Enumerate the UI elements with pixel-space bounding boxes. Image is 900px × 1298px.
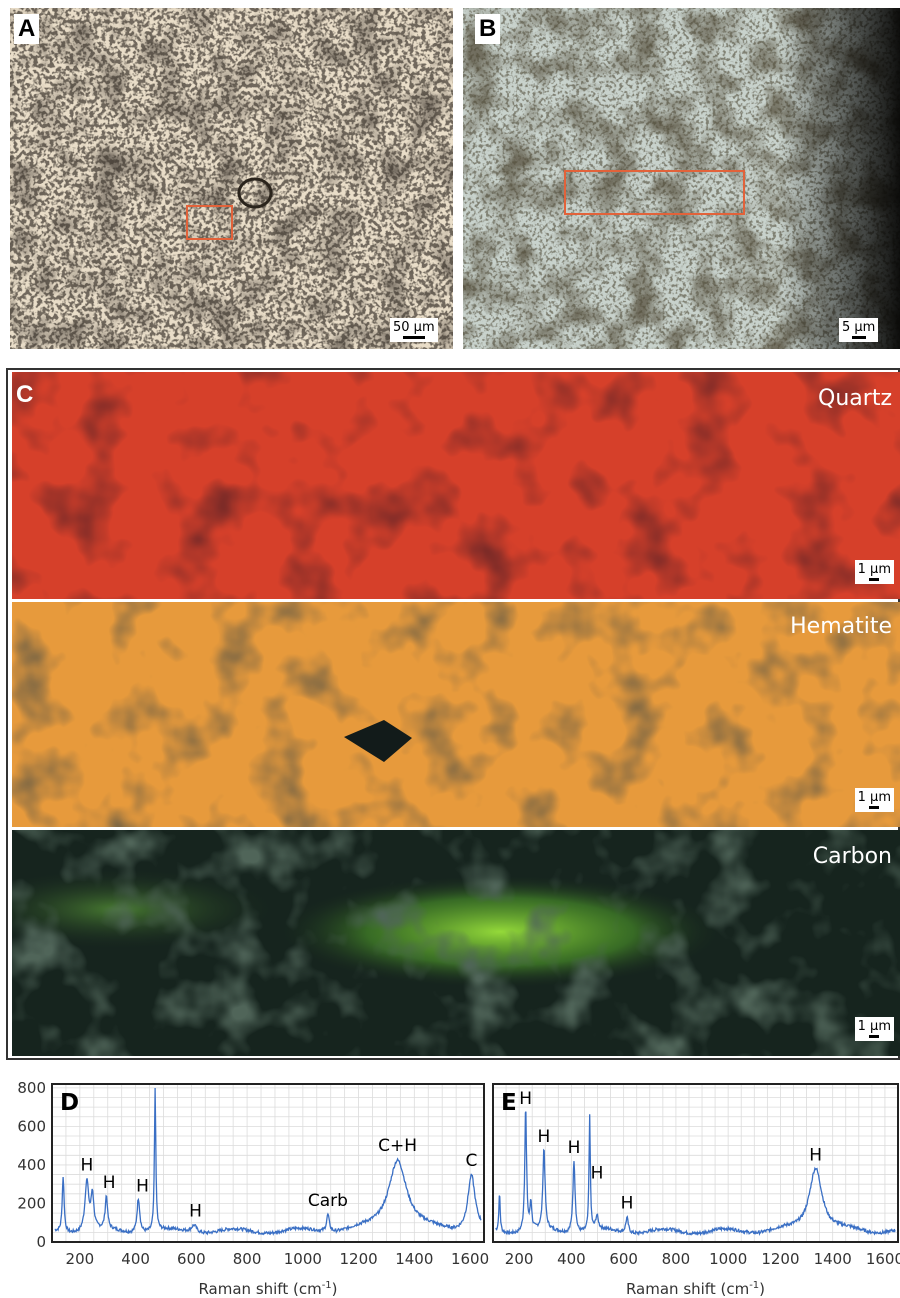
x-tick-e-3: 800 [662, 1250, 691, 1268]
quartz-map-scale-text: 1 µm [857, 562, 891, 577]
x-axis-label-e: Raman shift (cm-1) [626, 1280, 765, 1298]
y-tick-d-4: 0 [36, 1233, 46, 1251]
panel-a-image [10, 8, 453, 349]
panel-a-micrograph: A 50 µm [10, 8, 453, 349]
peak-label-d-0: H [80, 1155, 93, 1175]
carbon-map-image [12, 830, 900, 1056]
x-tick-d-3: 800 [233, 1250, 262, 1268]
x-tick-d-7: 1600 [451, 1250, 489, 1268]
panel-c-label: C [16, 381, 34, 408]
x-tick-d-0: 200 [66, 1250, 95, 1268]
peak-label-e-3: H [591, 1163, 604, 1183]
plot-frame-e [492, 1083, 899, 1243]
hematite-map-scale-text: 1 µm [857, 790, 891, 805]
peak-label-d-2: H [136, 1177, 149, 1197]
hematite-map: Hematite 1 µm [12, 602, 900, 827]
peak-label-d-5: C+H [378, 1136, 417, 1156]
carbon-map-label: Carbon [812, 844, 892, 869]
x-tick-e-5: 1200 [761, 1250, 799, 1268]
x-tick-e-6: 1400 [814, 1250, 852, 1268]
plot-area-d [52, 1084, 484, 1242]
spectrum-trace-d [54, 1087, 482, 1236]
x-tick-d-6: 1400 [395, 1250, 433, 1268]
plot-frame-d [51, 1083, 485, 1243]
x-tick-e-1: 400 [557, 1250, 586, 1268]
x-tick-e-7: 1600 [866, 1250, 900, 1268]
carbon-map-scale-text: 1 µm [857, 1019, 891, 1034]
hematite-map-label: Hematite [790, 614, 892, 639]
panel-a-label: A [14, 14, 40, 44]
panel-b-label: B [475, 14, 501, 44]
x-tick-d-2: 600 [177, 1250, 206, 1268]
x-tick-d-5: 1200 [339, 1250, 377, 1268]
panel-b-image [463, 8, 900, 349]
x-tick-e-4: 1000 [709, 1250, 747, 1268]
y-tick-d-2: 400 [17, 1156, 46, 1174]
y-tick-d-3: 200 [17, 1194, 46, 1212]
panel-b-micrograph: B 5 µm [463, 8, 900, 349]
quartz-map-label: Quartz [818, 386, 892, 411]
y-tick-d-0: 800 [17, 1079, 46, 1097]
hematite-map-scale-bar: 1 µm [854, 788, 894, 812]
x-tick-e-0: 200 [505, 1250, 534, 1268]
panel-b-scale-bar: 5 µm [839, 318, 879, 342]
x-tick-d-4: 1000 [284, 1250, 322, 1268]
x-tick-d-1: 400 [121, 1250, 150, 1268]
panel-d-label: D [60, 1090, 79, 1116]
y-tick-d-1: 600 [17, 1117, 46, 1135]
peak-label-e-5: H [809, 1145, 822, 1165]
quartz-map: Quartz 1 µm C [12, 372, 900, 599]
panel-b-scale-text: 5 µm [842, 320, 876, 335]
panel-a-scale-bar: 50 µm [390, 318, 438, 342]
quartz-map-image [12, 372, 900, 599]
panel-b-region-box [564, 170, 745, 215]
spectrum-trace-e [495, 1111, 896, 1237]
hematite-map-image [12, 602, 900, 827]
peak-label-e-2: H [568, 1138, 581, 1158]
x-tick-e-2: 600 [609, 1250, 638, 1268]
peak-label-e-4: H [621, 1194, 634, 1214]
peak-label-e-1: H [538, 1127, 551, 1147]
peak-label-d-1: H [103, 1173, 116, 1193]
peak-label-d-6: C [466, 1151, 478, 1171]
panel-e-label: E [501, 1090, 517, 1116]
peak-label-d-4: Carb [308, 1191, 348, 1211]
quartz-map-scale-bar: 1 µm [854, 560, 894, 584]
peak-label-e-0: H [519, 1089, 532, 1109]
carbon-map: Carbon 1 µm [12, 830, 900, 1056]
plot-area-e [493, 1084, 898, 1242]
panel-a-scale-text: 50 µm [393, 320, 435, 335]
carbon-map-scale-bar: 1 µm [854, 1017, 894, 1041]
peak-label-d-3: H [189, 1202, 202, 1222]
x-axis-label-d: Raman shift (cm-1) [198, 1280, 337, 1298]
panel-a-region-box [186, 205, 233, 240]
